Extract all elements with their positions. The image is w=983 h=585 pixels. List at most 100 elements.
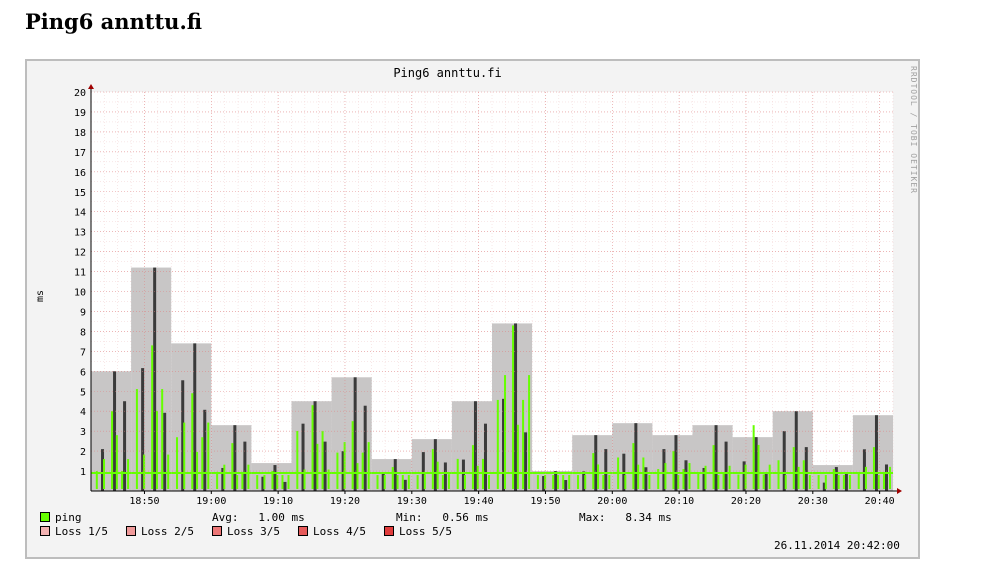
median-spike	[121, 471, 124, 489]
median-spike	[664, 463, 667, 489]
median-spike	[216, 471, 219, 489]
stddev-bar	[123, 401, 127, 491]
stddev-bar	[714, 425, 718, 491]
median-spike	[207, 422, 210, 489]
median-spike	[536, 475, 539, 489]
stddev-bar	[393, 459, 397, 491]
median-spike	[824, 475, 827, 489]
median-spike	[728, 465, 731, 489]
stddev-bar	[421, 452, 425, 491]
median-spike	[256, 475, 259, 489]
loss-3-swatch	[212, 526, 222, 536]
median-spike	[848, 475, 851, 489]
stddev-bar	[742, 461, 746, 491]
stddev-bar	[141, 368, 145, 491]
median-spike	[817, 475, 820, 489]
page-title: Ping6 annttu.fi	[25, 9, 203, 34]
median-spike	[183, 422, 186, 489]
legend-loss-3: Loss 3/5	[212, 525, 280, 538]
median-spike	[155, 410, 158, 489]
y-axis-arrow	[88, 84, 94, 89]
median-spike	[784, 475, 787, 489]
median-spike	[376, 475, 379, 489]
median-spike	[717, 475, 720, 489]
median-spike	[832, 469, 835, 489]
median-spike	[287, 475, 290, 489]
median-spike	[697, 472, 700, 489]
stddev-bar	[554, 471, 558, 491]
stddev-bar	[884, 464, 888, 491]
rrdtool-watermark: RRDTOOL / TOBI OETIKER	[909, 66, 918, 194]
median-spike	[351, 421, 354, 489]
median-spike	[463, 475, 466, 489]
median-spike	[496, 399, 499, 489]
median-spike	[161, 389, 164, 489]
median-spike	[263, 475, 266, 489]
median-spike	[597, 464, 600, 489]
median-spike	[135, 389, 138, 489]
median-spike	[296, 430, 299, 489]
median-spike	[657, 469, 660, 489]
legend-loss-5: Loss 5/5	[384, 525, 452, 538]
y-tick-label: 1	[80, 467, 86, 478]
stddev-bar	[804, 447, 808, 491]
legend-ping-label: ping	[55, 511, 82, 524]
stddev-bar	[514, 323, 518, 491]
stddev-bar	[502, 398, 506, 491]
median-spike	[632, 443, 635, 489]
median-spike	[383, 475, 386, 489]
graph-timestamp: 26.11.2014 20:42:00	[774, 539, 900, 552]
median-spike	[882, 473, 885, 489]
median-spike	[151, 345, 154, 489]
stddev-bar	[461, 459, 465, 491]
median-spike	[592, 453, 595, 489]
stddev-bar	[273, 465, 277, 491]
stddev-bar	[834, 467, 838, 491]
median-spike	[602, 475, 605, 489]
stddev-bar	[564, 480, 568, 491]
median-spike	[343, 442, 346, 489]
y-tick-label: 20	[74, 88, 86, 99]
stddev-bar	[381, 473, 385, 491]
legend-loss-3-label: Loss 3/5	[227, 525, 280, 538]
median-spike	[401, 475, 404, 489]
median-spike	[562, 475, 565, 489]
median-spike	[516, 424, 519, 489]
median-spike	[327, 469, 330, 489]
median-spike	[191, 393, 194, 489]
median-spike	[672, 451, 675, 489]
median-spike	[241, 471, 244, 489]
median-spike	[231, 443, 234, 489]
y-tick-label: 16	[74, 168, 86, 179]
stat-avg: Avg: 1.00 ms	[212, 511, 305, 524]
stat-max: Max: 8.34 ms	[579, 511, 672, 524]
x-axis-arrow	[897, 488, 902, 494]
median-spike	[864, 466, 867, 489]
stddev-bar	[403, 479, 407, 491]
loss-2-swatch	[126, 526, 136, 536]
median-spike	[577, 475, 580, 489]
stddev-bar	[113, 371, 117, 491]
loss-5-swatch	[384, 526, 394, 536]
stddev-bar	[862, 449, 866, 491]
stddev-bar	[313, 401, 317, 491]
median-spike	[722, 472, 725, 489]
stddev-bar	[301, 423, 305, 491]
stddev-bar	[662, 449, 666, 491]
x-tick-label: 19:00	[196, 496, 226, 507]
median-spike	[552, 475, 555, 489]
loss-4-swatch	[298, 526, 308, 536]
stddev-bar	[163, 412, 167, 491]
stddev-bar	[702, 467, 706, 491]
y-tick-label: 6	[80, 367, 86, 378]
stddev-bar	[604, 449, 608, 491]
median-spike	[888, 466, 891, 489]
stddev-bar	[524, 432, 528, 491]
legend-ping: ping	[40, 511, 82, 524]
ping-swatch	[40, 512, 50, 522]
y-tick-label: 14	[74, 208, 86, 219]
y-tick-label: 13	[74, 228, 86, 239]
y-tick-label: 17	[74, 148, 86, 159]
median-spike	[303, 469, 306, 489]
median-spike	[431, 449, 434, 489]
